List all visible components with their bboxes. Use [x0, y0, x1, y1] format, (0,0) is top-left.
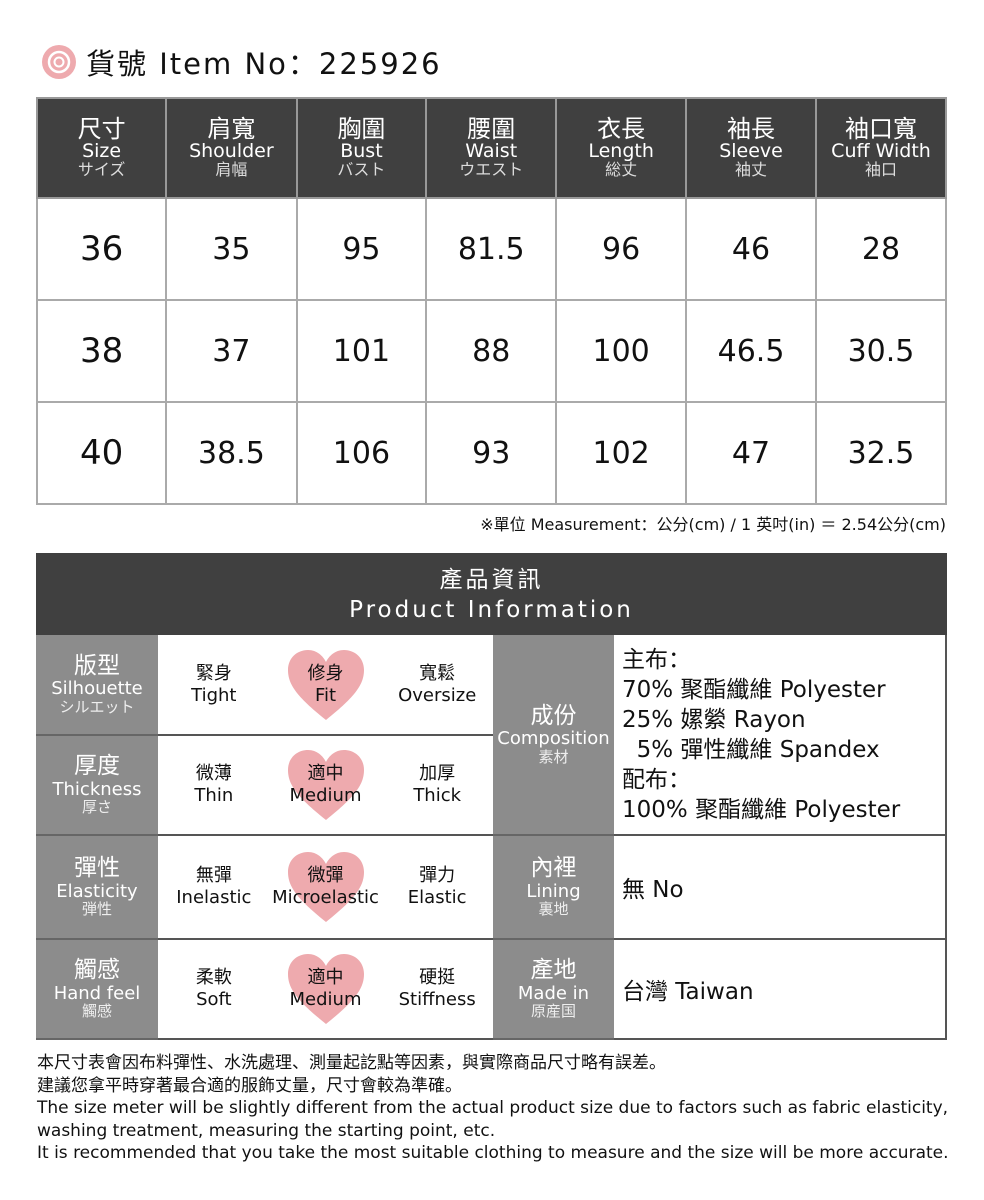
- attribute-options: 緊身 Tight 修身 Fit 寬鬆 Oversize: [158, 635, 493, 736]
- table-cell: 30.5: [815, 299, 947, 403]
- table-cell: 38: [35, 299, 168, 403]
- table-cell: 40: [35, 401, 168, 505]
- rose-icon: [42, 45, 76, 79]
- table-cell: 38.5: [165, 401, 298, 505]
- product-info-header: 產品資訊 Product Information: [36, 553, 947, 635]
- attribute-option: 微彈 Microelastic: [270, 836, 382, 938]
- heart-icon: [287, 954, 364, 1024]
- table-cell: 95: [295, 197, 428, 301]
- attribute-option: 加厚 Thick: [413, 763, 462, 806]
- attribute-option: 彈力 Elastic: [407, 865, 467, 908]
- unit-note: ※單位 Measurement：公分(cm) / 1 英吋(in) ＝ 2.54…: [480, 515, 946, 534]
- attribute-label: 彈性 Elasticity 弾性: [36, 836, 158, 940]
- origin-value: 台灣 Taiwan: [614, 940, 947, 1040]
- size-table: 尺寸 Size サイズ 肩寬 Shoulder 肩幅 胸圍 Bust バスト 腰圍 Waist ウエス…: [35, 97, 947, 505]
- attribute-option: 緊身 Tight: [191, 662, 237, 706]
- table-cell: 101: [295, 299, 428, 403]
- table-cell: 96: [555, 197, 688, 301]
- attribute-option: 微薄 Thin: [194, 763, 234, 806]
- attribute-option: 修身 Fit: [270, 635, 382, 734]
- attribute-label: 版型 Silhouette シルエット: [36, 635, 158, 736]
- heart-icon: [287, 750, 364, 820]
- attribute-label: 觸感 Hand feel 觸感: [36, 940, 158, 1040]
- disclaimer-line: 建議您拿平時穿著最合適的服飾丈量，尺寸會較為準確。: [37, 1075, 462, 1096]
- heart-icon: [287, 852, 364, 922]
- attribute-option: 硬挺 Stiffness: [398, 967, 476, 1010]
- column-header: 胸圍 Bust バスト: [295, 97, 428, 199]
- attribute-label: 厚度 Thickness 厚さ: [36, 736, 158, 836]
- table-cell: 35: [165, 197, 298, 301]
- attribute-options: 無彈 Inelastic 微彈 Microelastic 彈力 Elastic: [158, 836, 493, 940]
- table-row: 36 35 95 81.5 96 46 28: [35, 197, 947, 301]
- table-row: 40 38.5 106 93 102 47 32.5: [35, 401, 947, 505]
- attribute-option: 適中 Medium: [270, 940, 382, 1038]
- attribute-option: 無彈 Inelastic: [176, 865, 252, 908]
- table-cell: 46: [685, 197, 817, 301]
- info-title-en: Product Information: [349, 597, 634, 623]
- attribute-options: 柔軟 Soft 適中 Medium 硬挺 Stiffness: [158, 940, 493, 1040]
- disclaimer: 本尺寸表會因布料彈性、水洗處理、測量起訖點等因素，與實際商品尺寸略有誤差。 建議您…: [37, 1052, 949, 1165]
- column-header: 袖長 Sleeve 袖丈: [685, 97, 817, 199]
- lining-value: 無 No: [614, 836, 947, 940]
- table-cell: 100: [555, 299, 688, 403]
- composition-value: 主布： 70% 聚酯纖維 Polyester 25% 嫘縈 Rayon 5% 彈性纖…: [614, 635, 947, 836]
- table-cell: 36: [35, 197, 168, 301]
- column-header: 肩寬 Shoulder 肩幅: [165, 97, 298, 199]
- table-cell: 102: [555, 401, 688, 505]
- table-cell: 46.5: [685, 299, 817, 403]
- attribute-option: 柔軟 Soft: [195, 967, 232, 1010]
- table-cell: 47: [685, 401, 817, 505]
- heart-icon: [287, 649, 364, 720]
- item-title: 貨號 Item No：225926: [40, 40, 442, 84]
- info-title-zh: 產品資訊: [439, 567, 544, 593]
- column-header: 尺寸 Size サイズ: [35, 97, 168, 199]
- table-cell: 106: [295, 401, 428, 505]
- origin-label: 產地 Made in 原産国: [493, 940, 614, 1040]
- table-row: 38 37 101 88 100 46.5 30.5: [35, 299, 947, 403]
- disclaimer-line: washing treatment, measuring the startin…: [37, 1120, 496, 1141]
- disclaimer-line: The size meter will be slightly differen…: [37, 1098, 949, 1118]
- disclaimer-line: 本尺寸表會因布料彈性、水洗處理、測量起訖點等因素，與實際商品尺寸略有誤差。: [37, 1053, 666, 1073]
- attribute-option: 適中 Medium: [270, 736, 382, 834]
- column-header: 腰圍 Waist ウエスト: [425, 97, 558, 199]
- table-cell: 81.5: [425, 197, 558, 301]
- table-cell: 93: [425, 401, 558, 505]
- item-number: 貨號 Item No：225926: [86, 47, 442, 81]
- table-cell: 88: [425, 299, 558, 403]
- lining-label: 內裡 Lining 裏地: [493, 836, 614, 940]
- attribute-options: 微薄 Thin 適中 Medium 加厚 Thick: [158, 736, 493, 836]
- column-header: 衣長 Length 総丈: [555, 97, 688, 199]
- table-cell: 37: [165, 299, 298, 403]
- table-cell: 32.5: [815, 401, 947, 505]
- disclaimer-line: It is recommended that you take the most…: [37, 1143, 949, 1163]
- table-cell: 28: [815, 197, 947, 301]
- attribute-option: 寬鬆 Oversize: [398, 662, 477, 706]
- composition-label: 成份 Composition 素材: [493, 635, 614, 836]
- column-header: 袖口寬 Cuff Width 袖口: [815, 97, 947, 199]
